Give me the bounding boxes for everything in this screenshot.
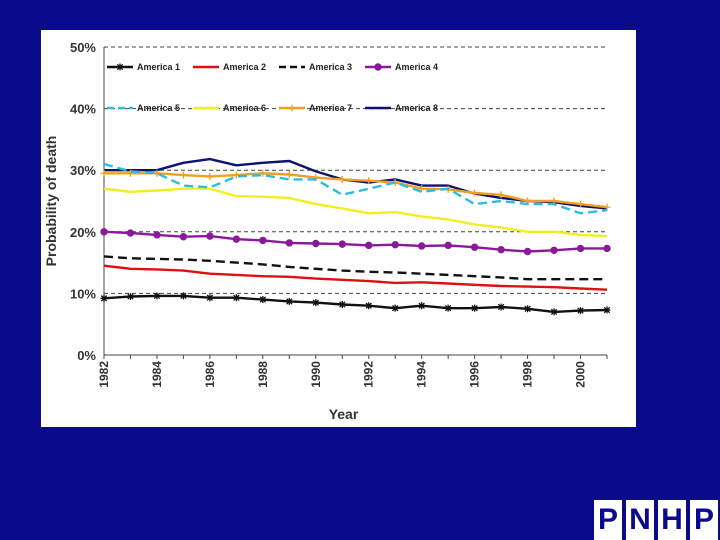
series-line: [103, 187, 608, 238]
data-point-marker: [285, 171, 293, 179]
data-point-marker: [576, 244, 585, 253]
data-point-marker: [603, 203, 611, 211]
data-point-marker: [153, 231, 161, 239]
x-tick-label: 1988: [256, 361, 270, 388]
x-tick-label: 2000: [574, 361, 588, 388]
legend-label: America 8: [395, 103, 438, 113]
y-axis-title: Probability of death: [43, 136, 59, 267]
x-axis-title: Year: [329, 406, 359, 422]
data-point-marker: [365, 241, 373, 250]
data-point-marker: [338, 175, 346, 183]
y-tick-label: 30%: [70, 163, 96, 178]
line-chart: 0% 10% 20% 30% 40% 50% 1982 1984 1986 1988 1990 199…: [43, 40, 611, 422]
data-point-marker: [471, 304, 479, 312]
data-point-marker: [206, 232, 214, 240]
data-point-marker: [444, 241, 452, 250]
legend-label: America 2: [223, 62, 266, 72]
x-tick-label: 1990: [309, 361, 323, 388]
data-point-marker: [259, 169, 267, 177]
data-point-marker: [470, 243, 479, 251]
series-line: [103, 255, 607, 281]
data-point-marker: [312, 239, 320, 248]
x-tick-label: 1986: [203, 361, 217, 388]
data-point-marker: [603, 306, 611, 314]
data-point-marker: [285, 239, 294, 247]
y-tick-label: 40%: [70, 102, 96, 117]
data-point-marker: [444, 304, 452, 312]
logo-letter: P: [688, 500, 718, 540]
x-tick-label: 1982: [97, 361, 111, 388]
logo-letter: H: [656, 500, 686, 540]
data-point-marker: [100, 169, 108, 177]
data-point-marker: [497, 303, 505, 311]
data-point-marker: [497, 245, 505, 254]
legend-label: America 1: [137, 62, 180, 72]
y-tick-label: 20%: [70, 225, 96, 240]
data-point-marker: [365, 177, 373, 185]
legend-label: America 7: [309, 103, 352, 113]
data-point-marker: [524, 305, 532, 313]
series-line: [103, 162, 608, 215]
legend-label: America 4: [395, 62, 438, 72]
data-point-marker: [116, 63, 124, 71]
chart-panel: 0% 10% 20% 30% 40% 50% 1982 1984 1986 1988 1990 199…: [41, 30, 636, 427]
data-point-marker: [338, 300, 346, 308]
data-point-marker: [391, 241, 399, 249]
data-point-marker: [603, 244, 611, 253]
data-point-marker: [577, 307, 585, 315]
x-tick-label: 1992: [362, 361, 376, 388]
data-point-marker: [497, 191, 505, 199]
data-point-marker: [126, 169, 134, 177]
data-point-marker: [100, 228, 108, 236]
data-point-marker: [418, 302, 426, 310]
data-point-marker: [232, 294, 240, 302]
logo-letter: N: [624, 500, 654, 540]
legend-label: America 5: [137, 103, 180, 113]
data-point-marker: [206, 294, 214, 302]
data-point-marker: [523, 247, 532, 256]
data-point-marker: [288, 104, 296, 112]
x-tick-label: 1984: [150, 361, 164, 388]
x-tick-label: 1994: [415, 361, 429, 388]
data-point-marker: [365, 302, 373, 310]
data-point-marker: [179, 292, 187, 300]
data-point-marker: [338, 240, 346, 248]
data-point-marker: [312, 299, 320, 307]
data-point-marker: [417, 242, 426, 250]
data-point-marker: [550, 308, 558, 316]
data-point-marker: [471, 189, 479, 197]
data-point-marker: [285, 297, 293, 305]
series-line: [103, 264, 608, 291]
data-point-marker: [550, 246, 558, 254]
y-tick-label: 0%: [77, 348, 96, 363]
x-tick-label: 1996: [468, 361, 482, 388]
y-tick-label: 50%: [70, 40, 96, 55]
data-point-marker: [259, 236, 267, 245]
x-tick-label: 1998: [521, 361, 535, 388]
y-tick-label: 10%: [70, 286, 96, 301]
data-point-marker: [179, 171, 187, 179]
data-point-marker: [179, 233, 188, 241]
data-point-marker: [391, 304, 399, 312]
series-line: [104, 172, 608, 209]
data-point-marker: [206, 172, 214, 180]
data-point-marker: [126, 292, 134, 300]
data-point-marker: [374, 63, 382, 71]
pnhp-logo: P N H P: [592, 500, 718, 540]
data-point-marker: [232, 235, 241, 243]
legend-label: America 3: [309, 62, 352, 72]
logo-letter: P: [592, 500, 622, 540]
data-point-marker: [100, 294, 108, 302]
series-line: [103, 294, 608, 314]
data-point-marker: [153, 292, 161, 300]
data-point-marker: [259, 296, 267, 304]
series-line: [103, 230, 607, 253]
data-point-marker: [577, 200, 585, 208]
legend-label: America 6: [223, 103, 266, 113]
data-point-marker: [126, 229, 135, 237]
